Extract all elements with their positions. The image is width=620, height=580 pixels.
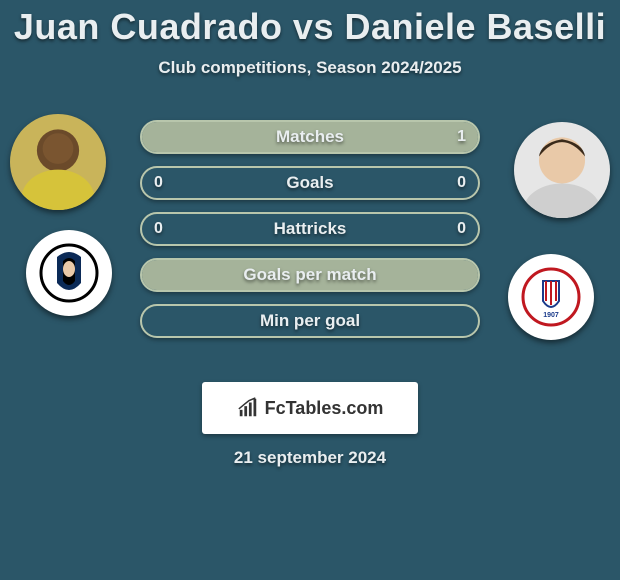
player-left-photo [10,114,106,210]
stat-bar-fill-right [142,122,478,152]
player-right-silhouette [514,122,610,218]
stat-value-right: 1 [445,122,478,152]
svg-text:1907: 1907 [543,312,559,319]
comparison-area: 1907 1Matches00Goals00HattricksGoals per… [0,114,620,374]
chart-icon [237,397,259,419]
como-crest-icon: 1907 [521,267,581,327]
atalanta-crest-icon [39,243,99,303]
stat-bars: 1Matches00Goals00HattricksGoals per matc… [140,120,480,338]
stat-bar: 0 0Hattricks [140,212,480,246]
stat-value-left: 0 [142,168,175,198]
player-left-silhouette [10,114,106,210]
subtitle: Club competitions, Season 2024/2025 [0,58,620,78]
stat-value-right: 0 [445,168,478,198]
stat-label: Goals [142,168,478,198]
watermark: FcTables.com [202,382,418,434]
stat-bar: Min per goal [140,304,480,338]
stat-label: Hattricks [142,214,478,244]
stat-bar-fill-left [142,260,478,290]
player-right-photo [514,122,610,218]
stat-label: Min per goal [142,306,478,336]
club-left-crest [26,230,112,316]
watermark-text: FcTables.com [265,398,384,419]
stat-value-right: 0 [445,214,478,244]
stat-bar: 1Matches [140,120,480,154]
page-title: Juan Cuadrado vs Daniele Baselli [0,0,620,48]
stat-bar: Goals per match [140,258,480,292]
club-right-crest: 1907 [508,254,594,340]
stat-bar: 0 0Goals [140,166,480,200]
date-text: 21 september 2024 [0,448,620,468]
stat-value-left: 0 [142,214,175,244]
